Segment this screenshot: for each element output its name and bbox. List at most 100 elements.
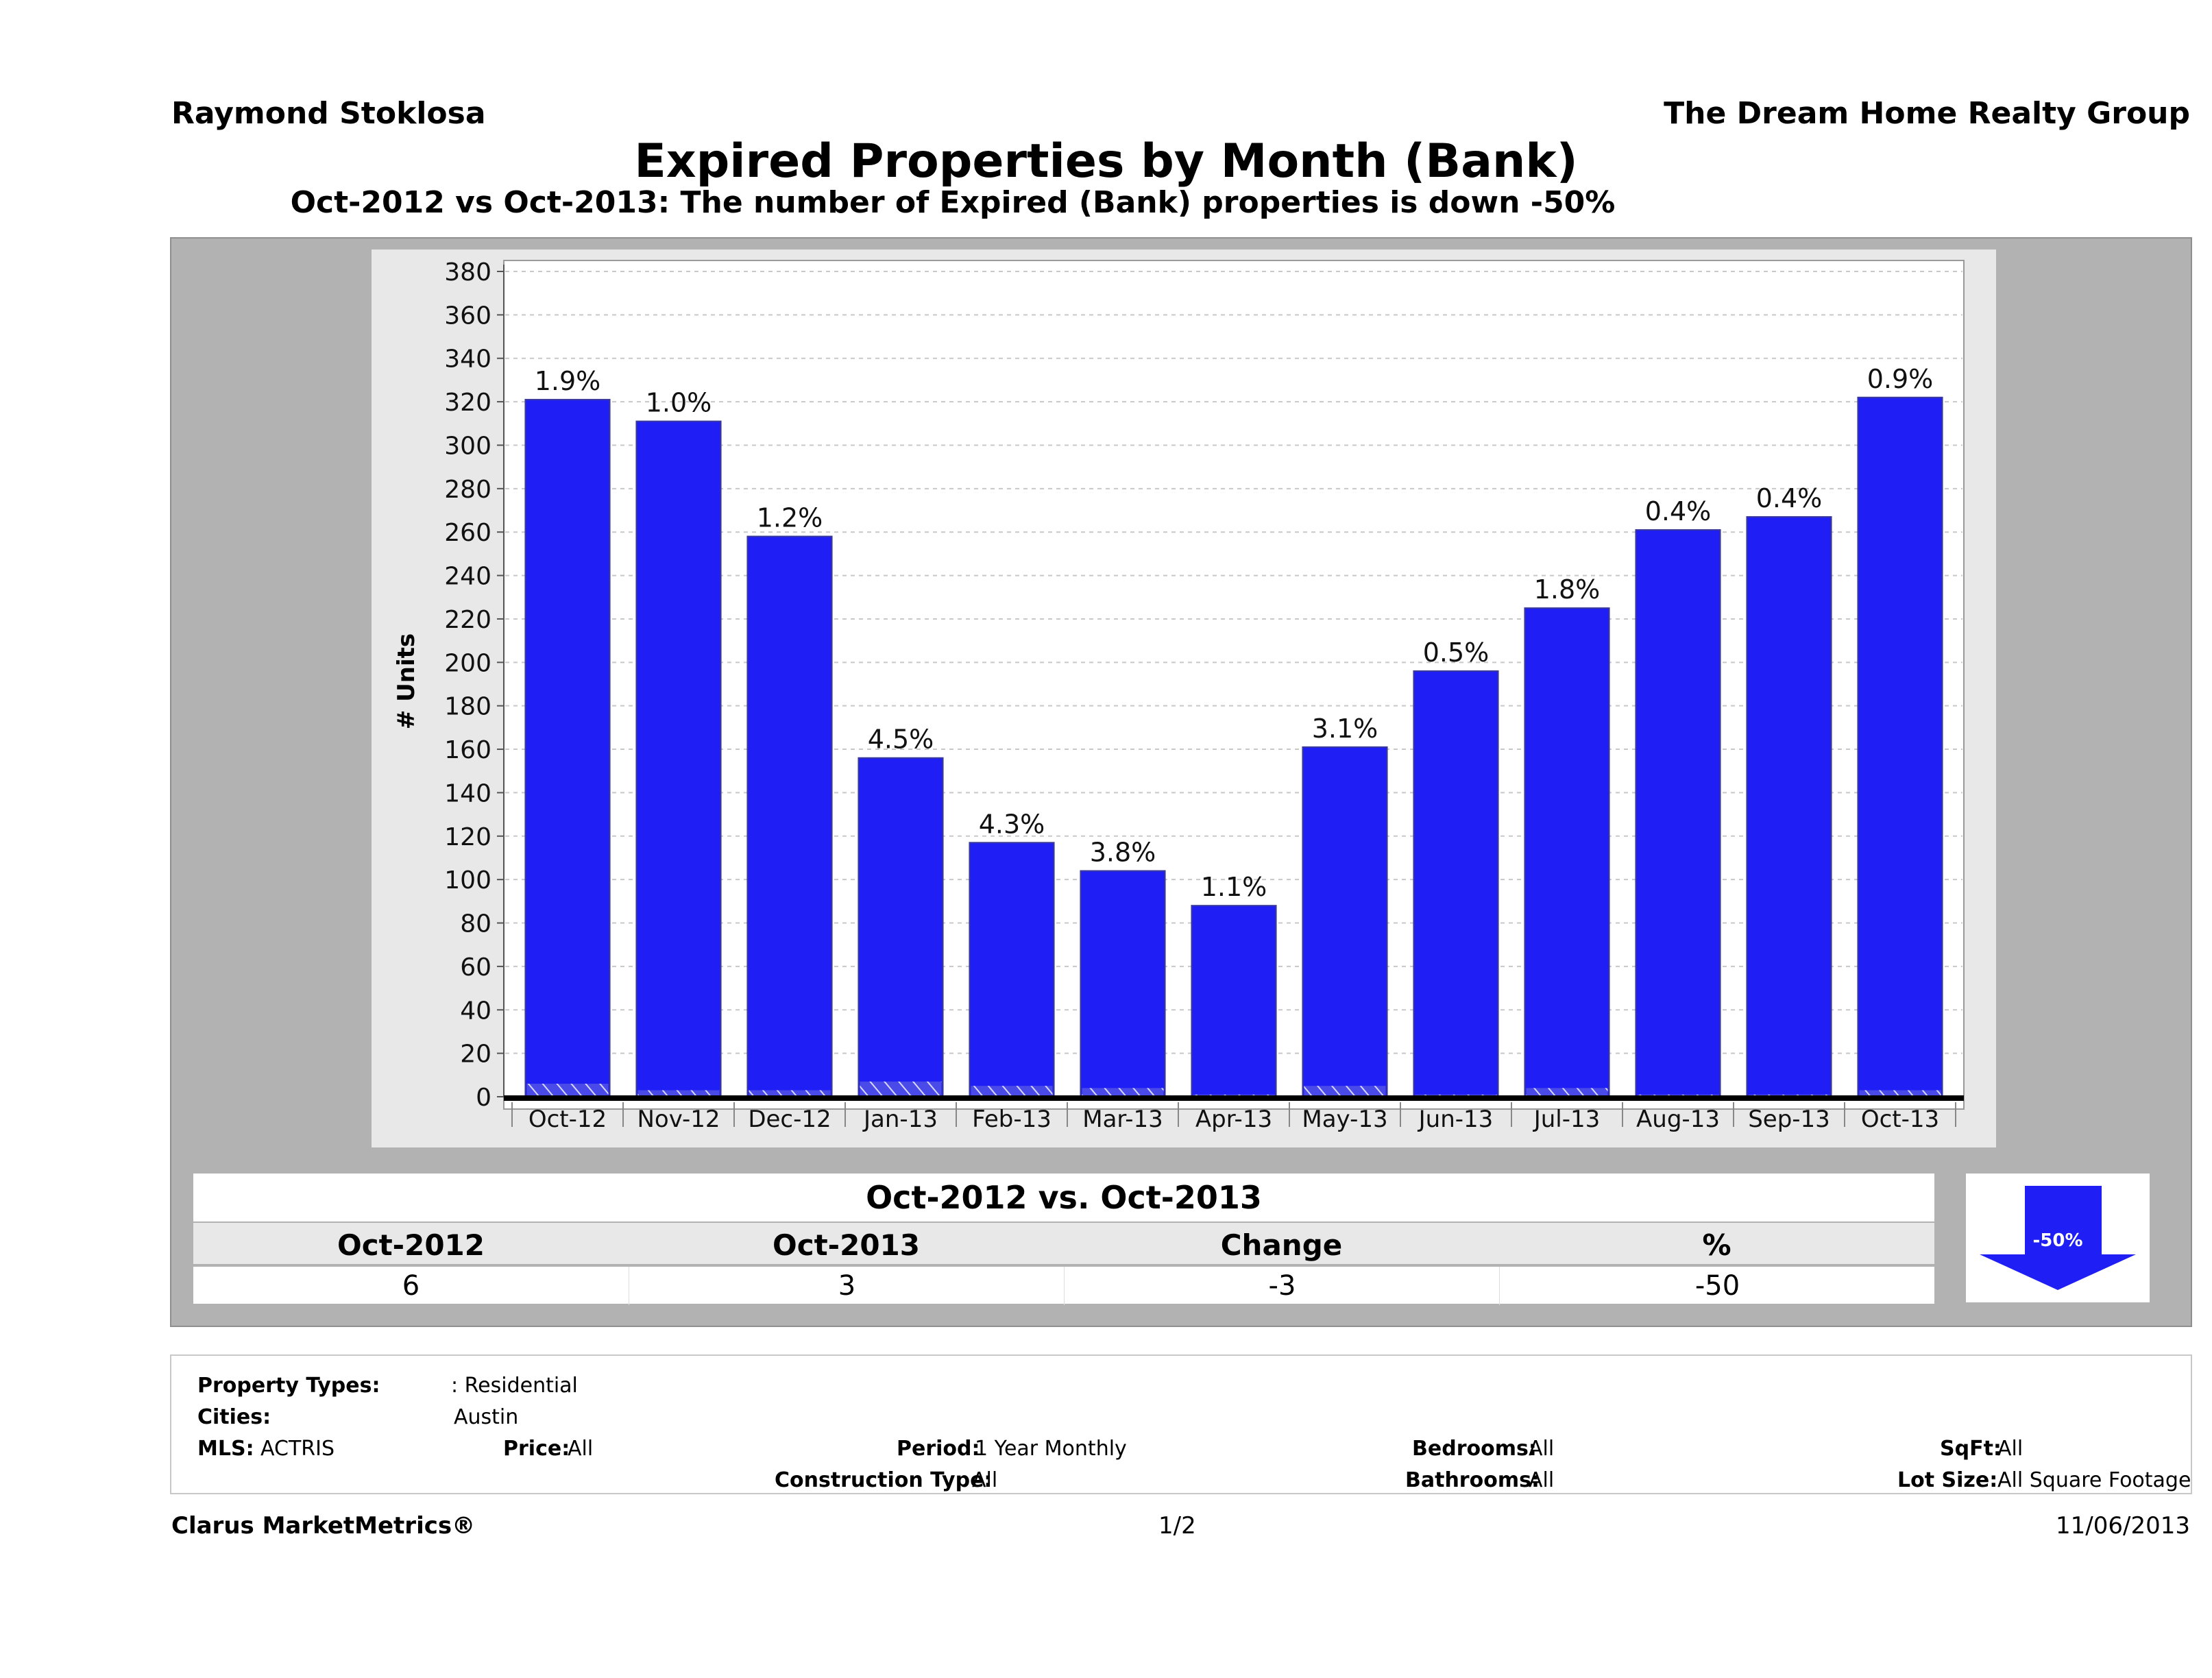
bank-bar xyxy=(1859,1090,1941,1097)
chart-title: Expired Properties by Month (Bank) xyxy=(634,134,1578,189)
y-tick-label: 340 xyxy=(444,345,491,374)
data-label: 0.4% xyxy=(1756,483,1823,513)
y-tick-label: 380 xyxy=(444,258,491,287)
comparison-val-percent: -50 xyxy=(1499,1267,1935,1305)
lot-size-label: Lot Size: xyxy=(1897,1468,1998,1492)
footer-brand: Clarus MarketMetrics® xyxy=(171,1512,476,1540)
y-tick-label: 20 xyxy=(460,1041,491,1069)
criteria-box: Property Types: : Residential Cities: Au… xyxy=(170,1354,2192,1494)
data-label: 4.5% xyxy=(868,725,934,755)
y-tick-label: 180 xyxy=(444,693,491,721)
x-tick-label: Sep-13 xyxy=(1748,1106,1830,1133)
y-axis-label: # Units xyxy=(393,633,420,729)
down-arrow-icon: -50% xyxy=(1980,1186,2136,1290)
period-label: Period: xyxy=(897,1437,980,1461)
footer-page: 1/2 xyxy=(1158,1512,1196,1540)
property-types-value: : Residential xyxy=(451,1374,578,1398)
x-tick-label: Jan-13 xyxy=(862,1106,938,1133)
x-tick-label: Oct-12 xyxy=(528,1106,607,1133)
bar-chart: 1.9% 1.0% 1.2% 4.5% 4.3% 3.8% 1.1% 3.1% 0.5% 1.8%… xyxy=(393,258,1965,1133)
comparison-header-row: Oct-2012 Oct-2013 Change % xyxy=(193,1223,1934,1264)
bank-bar xyxy=(749,1090,831,1097)
bar xyxy=(1524,607,1610,1097)
bathrooms-value: All xyxy=(1529,1468,1555,1492)
y-tick-label: 140 xyxy=(444,779,491,807)
comparison-val-oct2013: 3 xyxy=(629,1267,1065,1305)
y-tick-label: 200 xyxy=(444,649,491,677)
x-tick-label: Feb-13 xyxy=(972,1106,1052,1133)
comparison-col-oct2013: Oct-2013 xyxy=(772,1228,920,1262)
bar xyxy=(1080,870,1166,1097)
x-tick-label: Oct-13 xyxy=(1861,1106,1939,1133)
data-label: 1.1% xyxy=(1201,872,1267,902)
x-tick-label: Jul-13 xyxy=(1533,1106,1601,1133)
agent-name: Raymond Stoklosa xyxy=(171,96,486,131)
chart-subtitle: Oct-2012 vs Oct-2013: The number of Expi… xyxy=(290,185,1616,220)
bar xyxy=(746,535,833,1097)
bank-bar xyxy=(526,1083,609,1097)
y-tick-label: 300 xyxy=(444,432,491,460)
data-label: 0.5% xyxy=(1423,637,1490,668)
comparison-value-row: 6 3 -3 -50 xyxy=(193,1267,1935,1305)
y-tick-label: 360 xyxy=(444,302,491,330)
mls-value: ACTRIS xyxy=(260,1437,335,1461)
cities-label: Cities: xyxy=(197,1405,271,1429)
construction-value: All xyxy=(972,1468,998,1492)
data-label: 3.1% xyxy=(1312,714,1378,744)
footer-date: 11/06/2013 xyxy=(2056,1512,2190,1540)
comparison-col-oct2012: Oct-2012 xyxy=(337,1228,485,1262)
change-indicator: -50% xyxy=(1966,1174,2150,1302)
bar xyxy=(1413,670,1499,1097)
comparison-val-change: -3 xyxy=(1064,1267,1500,1305)
company-name: The Dream Home Realty Group xyxy=(1664,96,2190,131)
change-percent-label: -50% xyxy=(2032,1230,2082,1251)
bank-bar xyxy=(1082,1088,1164,1097)
x-tick-label: Aug-13 xyxy=(1636,1106,1720,1133)
data-label: 1.0% xyxy=(646,388,712,418)
bedrooms-value: All xyxy=(1529,1437,1555,1461)
bank-bar xyxy=(1304,1086,1386,1097)
bathrooms-label: Bathrooms: xyxy=(1405,1468,1540,1492)
comparison-title: Oct-2012 vs. Oct-2013 xyxy=(193,1174,1934,1221)
bar xyxy=(1746,516,1832,1098)
sqft-value: All xyxy=(1997,1437,2023,1461)
lot-size-value: All Square Footage xyxy=(1997,1468,2191,1492)
y-tick-label: 160 xyxy=(444,736,491,764)
comparison-col-change: Change xyxy=(1220,1228,1343,1262)
bank-bar xyxy=(1526,1088,1608,1097)
sqft-label: SqFt: xyxy=(1940,1437,2002,1461)
cities-value: Austin xyxy=(454,1405,519,1429)
data-label: 0.4% xyxy=(1645,496,1712,526)
bar xyxy=(524,398,611,1098)
y-tick-label: 60 xyxy=(460,953,491,982)
data-label: 0.9% xyxy=(1867,364,1934,394)
bar xyxy=(858,757,944,1097)
data-label: 1.8% xyxy=(1534,574,1601,605)
data-label: 3.8% xyxy=(1090,837,1156,867)
bar xyxy=(1302,746,1388,1097)
y-tick-label: 220 xyxy=(444,606,491,634)
x-tick-label: Mar-13 xyxy=(1082,1106,1163,1133)
bar xyxy=(635,420,722,1098)
x-tick-label: Nov-12 xyxy=(637,1106,720,1133)
property-types-label: Property Types: xyxy=(197,1374,380,1398)
bar xyxy=(1857,396,1943,1097)
data-label: 4.3% xyxy=(979,809,1045,839)
construction-label: Construction Type: xyxy=(775,1468,993,1492)
bank-bar xyxy=(971,1086,1053,1097)
period-value: 1 Year Monthly xyxy=(975,1437,1127,1461)
y-tick-label: 280 xyxy=(444,476,491,504)
bank-bar xyxy=(637,1090,720,1097)
x-tick-label: May-13 xyxy=(1302,1106,1387,1133)
price-label: Price: xyxy=(503,1437,570,1461)
bedrooms-label: Bedrooms: xyxy=(1412,1437,1537,1461)
bar xyxy=(1191,905,1277,1097)
mls-label: MLS: xyxy=(197,1437,254,1461)
y-tick-label: 260 xyxy=(444,519,491,547)
comparison-col-percent: % xyxy=(1702,1228,1731,1262)
data-label: 1.9% xyxy=(535,366,601,396)
bar xyxy=(1635,529,1721,1097)
y-tick-label: 80 xyxy=(460,910,491,938)
y-tick-label: 120 xyxy=(444,823,491,851)
data-label: 1.2% xyxy=(757,503,823,533)
